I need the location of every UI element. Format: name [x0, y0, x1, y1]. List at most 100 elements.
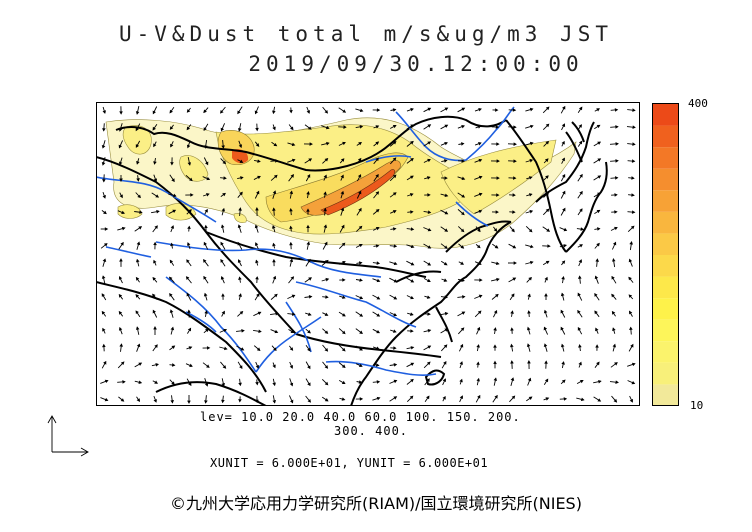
wind-arrow-head [289, 225, 293, 230]
wind-arrow-head [290, 174, 294, 178]
wind-arrow-head [493, 377, 498, 382]
wind-arrow-head [102, 258, 107, 262]
wind-arrow-head [427, 141, 432, 145]
wind-arrow-head [461, 159, 465, 163]
wind-arrow-head [257, 159, 261, 163]
wind-arrow-head [375, 191, 380, 195]
wind-arrow-head [205, 328, 209, 333]
wind-arrow-head [307, 347, 311, 352]
wind-arrow-head [237, 241, 241, 246]
wind-arrow-head [273, 142, 278, 147]
wind-arrow-head [596, 108, 601, 112]
wind-arrow-head [189, 363, 193, 368]
wind-arrow-head [241, 328, 245, 333]
wind-arrow-head [155, 363, 159, 367]
wind-arrow-head [443, 344, 448, 349]
wind-arrow-head [410, 362, 415, 366]
wind-arrow-head [272, 110, 276, 115]
wind-arrow-head [460, 245, 465, 249]
wind-arrow-head [545, 123, 550, 128]
wind-arrow-head [168, 276, 173, 281]
colorbar-swatch [653, 168, 678, 191]
wind-arrow-head [309, 142, 313, 146]
wind-arrow-head [427, 124, 432, 128]
wind-arrow-head [341, 397, 346, 401]
wind-arrow-head [596, 361, 600, 366]
wind-arrow-head [495, 108, 499, 112]
wind-arrow-head [526, 343, 531, 348]
wind-arrow-head [170, 143, 174, 148]
wind-arrow-head [238, 382, 242, 387]
wind-arrow-head [156, 209, 160, 214]
wind-arrow-head [477, 142, 482, 146]
wind-arrow-head [510, 327, 514, 331]
wind-arrow-head [563, 244, 568, 248]
wind-arrow-head [204, 310, 208, 314]
wind-arrow-head [255, 399, 259, 404]
wind-arrow-head [427, 345, 432, 349]
wind-arrow-head [578, 106, 583, 111]
wind-arrow-head [444, 210, 449, 215]
wind-arrow-head [119, 178, 123, 182]
wind-arrow-head [493, 228, 498, 232]
wind-arrow-head [358, 380, 363, 384]
wind-arrow-head [579, 379, 584, 384]
wind-arrow-head [529, 260, 534, 265]
wind-arrow-head [272, 207, 276, 211]
wind-arrow-head [272, 382, 276, 387]
wind-arrow-head [206, 346, 211, 350]
wind-arrow-head [291, 158, 296, 163]
wind-arrow-head [272, 275, 277, 280]
wind-arrow-head [102, 110, 107, 114]
wind-arrow-head [206, 176, 211, 181]
wind-arrow-head [496, 193, 500, 197]
wind-arrow-head [410, 262, 415, 266]
wind-arrow-head [308, 158, 313, 162]
wind-arrow-head [324, 259, 329, 264]
reference-vector-icon [47, 415, 89, 457]
wind-arrow-head [376, 296, 381, 300]
wind-arrow-head [496, 277, 500, 282]
colorbar-swatch [653, 276, 678, 299]
colorbar-swatch [653, 125, 678, 148]
wind-arrow-head [495, 210, 499, 214]
wind-arrow-head [220, 109, 224, 114]
wind-arrow-head [102, 327, 106, 332]
wind-arrow-head [358, 244, 363, 248]
wind-arrow-head [477, 125, 482, 129]
wind-arrow-head [254, 110, 259, 115]
wind-arrow-head [101, 161, 106, 166]
wind-arrow-head [410, 140, 414, 145]
wind-arrow-head [527, 360, 531, 364]
coastlines [96, 115, 608, 406]
wind-arrow-head [101, 145, 106, 149]
wind-arrow-head [102, 343, 106, 348]
wind-arrow-head [341, 330, 346, 335]
wind-arrow-head [122, 380, 126, 384]
wind-arrow-head [597, 192, 601, 196]
colorbar-swatch [653, 362, 678, 385]
wind-arrow-head [392, 108, 397, 112]
wind-arrow-head [102, 195, 106, 199]
wind-arrow-head [154, 225, 158, 230]
wind-arrow-head [562, 190, 566, 195]
wind-arrow-head [238, 144, 243, 149]
wind-arrow-head [477, 228, 481, 233]
wind-arrow-head [358, 141, 362, 146]
wind-arrow-head [275, 311, 279, 316]
wind-arrow-head [358, 261, 363, 265]
wind-arrow-head [629, 310, 633, 315]
wind-arrow-head [426, 395, 430, 400]
wind-arrow-head [135, 127, 139, 132]
wind-arrow-head [612, 241, 617, 246]
wind-arrow-head [135, 276, 140, 281]
wind-arrow-head [136, 398, 141, 402]
wind-arrow-head [393, 244, 398, 248]
wind-arrow-head [628, 276, 632, 281]
wind-arrow-head [513, 142, 517, 146]
wind-arrow-head [220, 275, 225, 280]
wind-arrow-head [187, 327, 192, 332]
wind-arrow-head [393, 312, 398, 317]
wind-arrow-head [410, 210, 414, 214]
wind-arrow-head [341, 347, 346, 352]
